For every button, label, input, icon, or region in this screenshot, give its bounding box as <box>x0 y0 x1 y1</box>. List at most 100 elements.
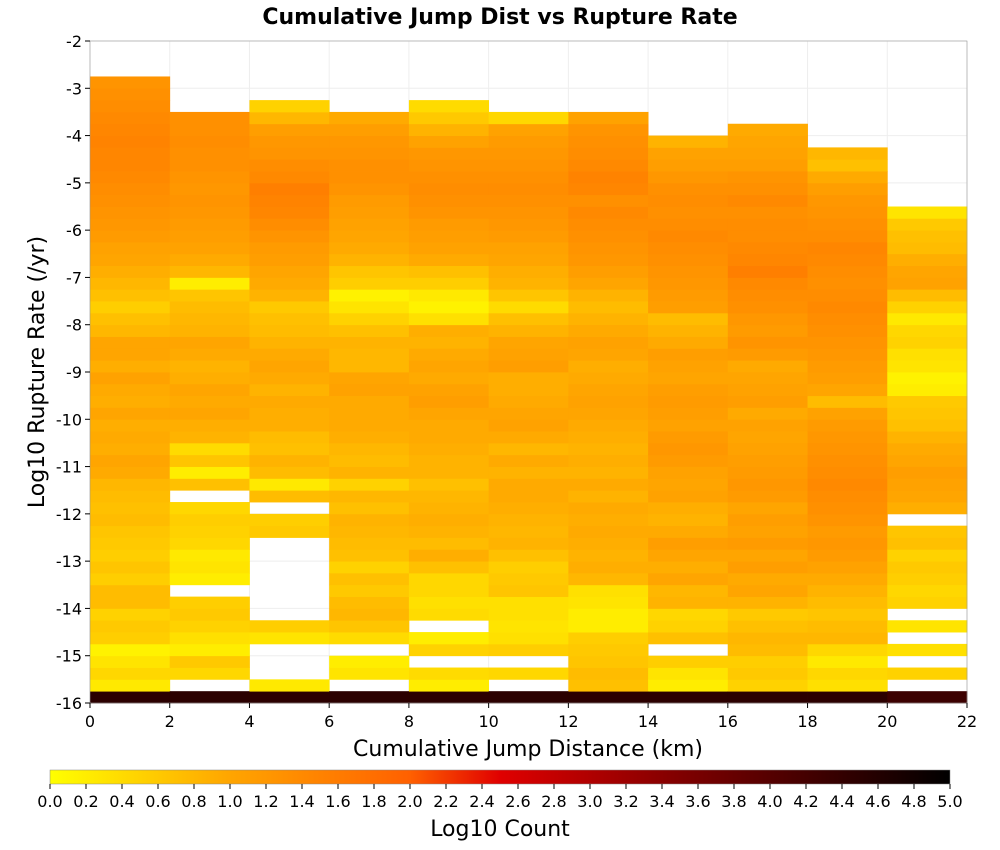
heatmap-cell <box>568 572 649 586</box>
heatmap-cell <box>408 218 490 231</box>
heatmap-cell <box>408 336 490 349</box>
heatmap-cell <box>90 135 171 148</box>
heatmap-cell <box>648 691 729 704</box>
heatmap-cell <box>90 679 171 692</box>
heatmap-cell <box>887 301 968 314</box>
heatmap-cell <box>169 655 250 668</box>
heatmap-cell <box>329 253 410 267</box>
heatmap-cell <box>648 171 729 184</box>
heatmap-cell <box>648 572 729 586</box>
x-tick-label: 14 <box>638 712 658 731</box>
heatmap-cell <box>249 324 330 337</box>
heatmap-cell <box>169 608 250 621</box>
heatmap-cell <box>807 691 888 704</box>
heatmap-cell <box>408 383 490 397</box>
heatmap-cell <box>408 643 490 657</box>
heatmap-cell <box>568 502 649 515</box>
heatmap-cell <box>169 407 250 420</box>
heatmap-cell <box>408 265 490 278</box>
heatmap-cell <box>90 383 171 397</box>
heatmap-cell <box>329 395 410 408</box>
heatmap-cell <box>887 572 968 586</box>
heatmap-cell <box>90 549 171 562</box>
heatmap-cell <box>727 336 808 349</box>
heatmap-cell <box>807 253 888 267</box>
heatmap-cell <box>887 372 968 385</box>
heatmap-cell <box>249 147 330 160</box>
y-tick-label: -4 <box>66 127 82 146</box>
heatmap-cell <box>329 348 410 361</box>
colorbar-tick-label: 1.8 <box>361 792 386 811</box>
heatmap-cell <box>568 111 649 125</box>
heatmap-cell <box>408 360 490 373</box>
heatmap-cell <box>887 466 968 479</box>
heatmap-cell <box>169 206 250 219</box>
heatmap-cell <box>329 241 410 255</box>
heatmap-cell <box>887 348 968 361</box>
heatmap-cell <box>249 395 330 408</box>
heatmap-cell <box>408 395 490 408</box>
heatmap-cell <box>887 691 968 704</box>
x-tick-label: 10 <box>478 712 498 731</box>
heatmap-cell <box>488 301 569 314</box>
colorbar-tick-label: 2.6 <box>505 792 530 811</box>
colorbar-tick-label: 4.8 <box>901 792 926 811</box>
y-tick-label: -15 <box>56 647 82 666</box>
heatmap-cell <box>408 301 490 314</box>
heatmap-cell <box>169 253 250 267</box>
heatmap-cell <box>568 206 649 219</box>
heatmap-cell <box>727 537 808 550</box>
heatmap-cell <box>887 241 968 255</box>
heatmap-cell <box>887 289 968 302</box>
heatmap-cell <box>169 454 250 467</box>
heatmap-cell <box>727 431 808 444</box>
heatmap-cell <box>568 218 649 231</box>
heatmap-cell <box>488 230 569 243</box>
heatmap-cell <box>568 241 649 255</box>
heatmap-cell <box>807 348 888 361</box>
heatmap-cell <box>727 289 808 302</box>
heatmap-cell <box>648 525 729 538</box>
heatmap-cell <box>648 442 729 456</box>
heatmap-cell <box>807 395 888 408</box>
heatmap-cell <box>568 182 649 196</box>
colorbar-tick-label: 0.6 <box>145 792 170 811</box>
heatmap-cell <box>329 336 410 349</box>
heatmap-cell <box>568 679 649 692</box>
colorbar-tick-label: 4.2 <box>793 792 818 811</box>
heatmap-cell <box>887 502 968 515</box>
heatmap-cell <box>727 679 808 692</box>
heatmap-cell <box>568 596 649 609</box>
heatmap-cell <box>90 289 171 302</box>
heatmap-cell <box>807 324 888 337</box>
heatmap-cell <box>169 537 250 550</box>
heatmap-cell <box>648 383 729 397</box>
heatmap-cell <box>408 111 490 125</box>
heatmap-cell <box>488 478 569 491</box>
heatmap-cell <box>408 419 490 432</box>
heatmap-cell <box>488 502 569 515</box>
heatmap-cell <box>648 218 729 231</box>
heatmap-cell <box>887 490 968 503</box>
heatmap-cell <box>887 419 968 432</box>
heatmap-cell <box>807 549 888 562</box>
heatmap-cell <box>568 478 649 491</box>
heatmap-cell <box>727 502 808 515</box>
heatmap-cell <box>169 395 250 408</box>
y-tick-label: -11 <box>56 458 82 477</box>
heatmap-cell <box>90 100 171 113</box>
heatmap-cell <box>568 419 649 432</box>
heatmap-cell <box>249 454 330 467</box>
heatmap-cell <box>90 360 171 373</box>
heatmap-cell <box>568 123 649 136</box>
heatmap-cell <box>169 383 250 397</box>
heatmap-cell <box>568 442 649 456</box>
heatmap-cell <box>90 466 171 479</box>
heatmap-cell <box>488 513 569 527</box>
heatmap-cell <box>169 159 250 172</box>
heatmap-cell <box>90 241 171 255</box>
heatmap-cell <box>90 572 171 586</box>
heatmap-cell <box>90 561 171 574</box>
heatmap-cell <box>329 194 410 207</box>
y-tick-label: -14 <box>56 599 82 618</box>
